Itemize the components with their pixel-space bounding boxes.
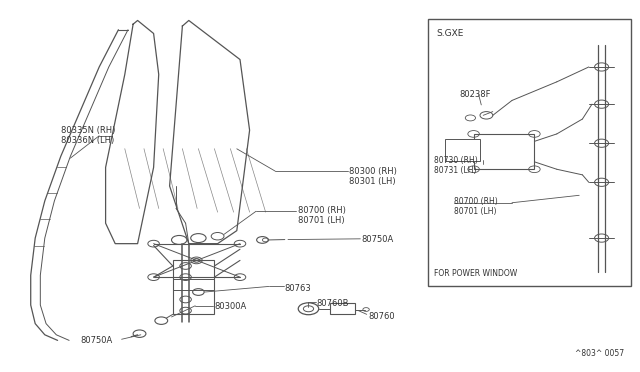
Text: S.GXE: S.GXE xyxy=(436,29,464,38)
Text: 80700 (RH)
80701 (LH): 80700 (RH) 80701 (LH) xyxy=(298,206,346,225)
Text: 80750A: 80750A xyxy=(80,336,112,345)
Text: 80700 (RH)
80701 (LH): 80700 (RH) 80701 (LH) xyxy=(454,197,498,216)
Text: 80750A: 80750A xyxy=(362,235,394,244)
Bar xyxy=(173,260,214,314)
Text: 80335N (RH)
80336N (LH): 80335N (RH) 80336N (LH) xyxy=(61,126,115,145)
Bar xyxy=(330,303,355,314)
Text: 80238F: 80238F xyxy=(460,90,491,99)
Text: 80730 (RH)
80731 (LH): 80730 (RH) 80731 (LH) xyxy=(434,156,477,175)
Text: 80760B: 80760B xyxy=(317,299,349,308)
Text: 80760: 80760 xyxy=(368,312,395,321)
Text: FOR POWER WINDOW: FOR POWER WINDOW xyxy=(434,269,517,278)
Text: ^803^ 0057: ^803^ 0057 xyxy=(575,349,624,358)
Text: 80300 (RH)
80301 (LH): 80300 (RH) 80301 (LH) xyxy=(349,167,397,186)
Text: 80300A: 80300A xyxy=(214,302,246,311)
Text: 80763: 80763 xyxy=(285,284,312,293)
Bar xyxy=(428,19,631,286)
Bar xyxy=(474,134,534,169)
Bar xyxy=(445,139,480,161)
